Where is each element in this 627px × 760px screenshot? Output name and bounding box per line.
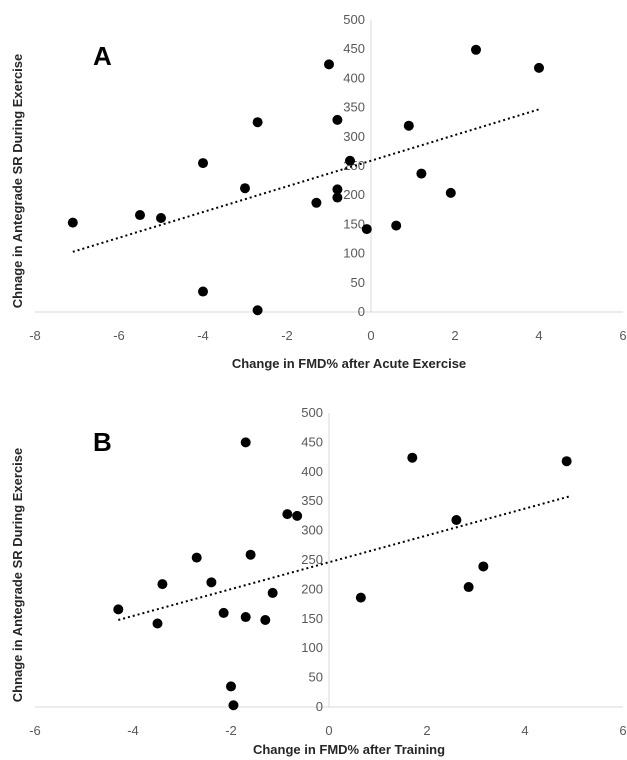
data-point [332,184,343,195]
data-point [240,612,251,623]
data-point [218,607,229,618]
data-point [445,187,456,198]
y-tick-label: 300 [301,523,323,538]
data-point [403,120,414,131]
data-point [240,437,251,448]
x-tick-label: 6 [619,723,626,738]
x-tick-label: -6 [113,328,125,343]
data-point [391,220,402,231]
data-point [267,587,278,598]
data-point [228,700,239,711]
data-point [198,286,208,297]
data-point [451,515,462,526]
y-tick-label: 350 [301,493,323,508]
data-point [345,155,355,166]
y-tick-label: 200 [301,581,323,596]
data-point [252,305,263,316]
data-point [478,561,489,572]
x-axis-label: Change in FMD% after Acute Exercise [232,356,466,371]
x-tick-label: -4 [127,723,139,738]
y-axis-label: Chnage in Antegrade SR During Exercise [10,54,25,309]
y-tick-label: 200 [343,187,365,202]
data-point [324,59,334,70]
data-point [226,681,236,692]
x-tick-label: 2 [423,723,430,738]
y-tick-label: 450 [301,434,323,449]
data-point [152,618,163,629]
data-point [113,604,124,615]
y-tick-label: 150 [301,611,323,626]
y-tick-label: 100 [343,246,365,261]
x-tick-label: 4 [535,328,542,343]
data-point [332,192,343,203]
x-tick-label: 2 [451,328,458,343]
y-tick-label: 450 [343,41,365,56]
y-tick-label: 0 [316,699,323,714]
y-tick-label: 400 [343,70,365,85]
y-tick-label: 400 [301,464,323,479]
y-tick-label: 500 [343,12,365,27]
x-tick-label: -8 [29,328,41,343]
y-tick-label: 50 [309,670,323,685]
data-point [292,510,303,521]
data-point [206,577,217,588]
x-tick-label: -2 [225,723,237,738]
data-point [135,210,145,221]
x-axis-label: Change in FMD% after Training [253,742,445,757]
data-point [252,117,263,128]
y-tick-label: 500 [301,405,323,420]
data-point [534,62,544,73]
y-tick-label: 50 [351,275,365,290]
data-point [245,549,256,560]
data-point [361,224,372,235]
data-point [332,114,343,125]
y-axis-label: Chnage in Antegrade SR During Exercise [10,448,25,703]
panel-label: A [93,41,112,71]
data-point [407,452,418,463]
panel-label: B [93,427,112,457]
data-point [416,168,427,179]
x-tick-label: -4 [197,328,209,343]
data-point [355,592,366,603]
y-tick-label: 250 [301,552,323,567]
data-point [191,552,202,563]
x-tick-label: 6 [619,328,626,343]
data-point [260,614,271,625]
data-point [198,158,208,169]
data-point [157,579,168,590]
data-point [471,44,481,55]
y-tick-label: 0 [358,304,365,319]
data-point [463,582,474,593]
x-tick-label: -6 [29,723,41,738]
data-point [561,456,572,467]
data-point [282,509,293,520]
data-point [156,212,166,223]
y-tick-label: 150 [343,216,365,231]
x-tick-label: -2 [281,328,293,343]
x-tick-label: 0 [367,328,374,343]
data-point [240,183,250,194]
data-point [311,197,322,208]
y-tick-label: 300 [343,129,365,144]
y-tick-label: 100 [301,640,323,655]
x-tick-label: 4 [521,723,528,738]
x-tick-label: 0 [325,723,332,738]
trendline [118,495,570,621]
y-tick-label: 350 [343,100,365,115]
trendline [72,108,540,253]
data-point [67,217,78,228]
panel-b-chart: 0 50 100 150 200 250 300 350 400 450 500 -6 -4 -2 0 2 4 6… [10,405,627,757]
